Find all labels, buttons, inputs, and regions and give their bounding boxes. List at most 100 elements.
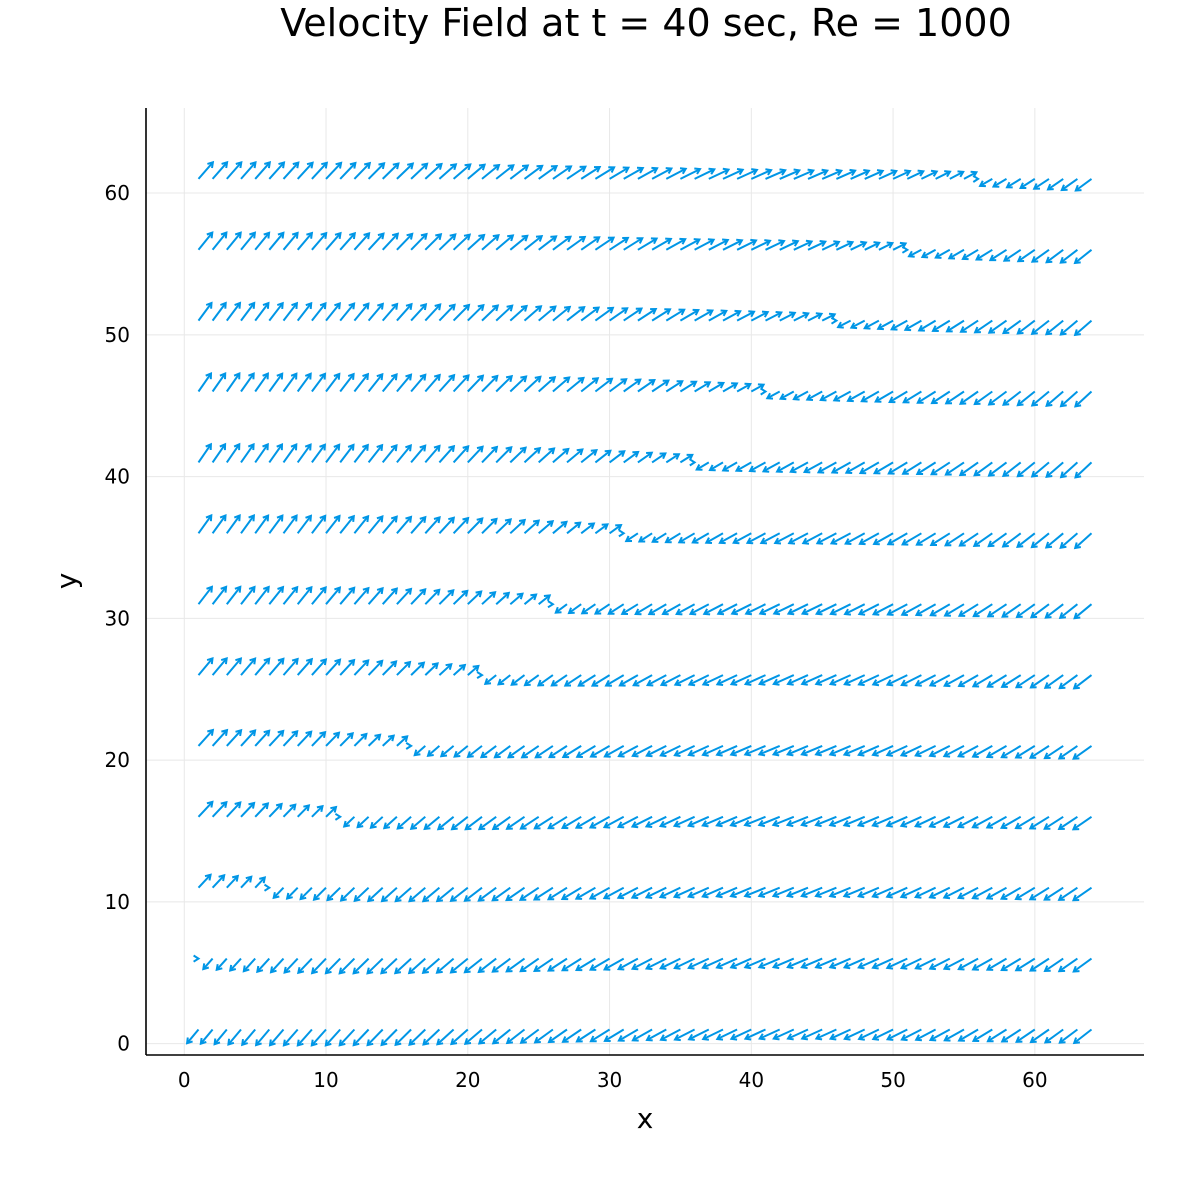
velocity-arrow	[745, 603, 766, 615]
velocity-arrow	[807, 169, 828, 180]
velocity-arrowhead	[207, 728, 215, 736]
velocity-arrow	[311, 373, 326, 393]
velocity-arrowhead	[449, 1038, 458, 1046]
velocity-arrowhead	[1059, 256, 1067, 264]
velocity-arrow	[773, 744, 795, 756]
velocity-arrowhead	[829, 608, 837, 616]
velocity-arrowhead	[836, 321, 844, 329]
velocity-arrow	[688, 957, 710, 969]
velocity-arrowhead	[535, 305, 543, 313]
velocity-arrowhead	[1058, 612, 1067, 620]
velocity-arrowhead	[1071, 823, 1080, 831]
velocity-arrowhead	[621, 307, 629, 314]
velocity-arrow	[296, 444, 312, 463]
velocity-arrow	[1033, 178, 1050, 190]
velocity-arrowhead	[942, 963, 951, 971]
velocity-arrow	[759, 603, 781, 615]
velocity-arrow	[452, 445, 469, 464]
velocity-arrowhead	[1014, 893, 1022, 901]
velocity-arrow	[708, 310, 727, 322]
velocity-arrowhead	[987, 469, 995, 477]
velocity-arrow	[608, 603, 625, 615]
velocity-arrowhead	[928, 750, 936, 758]
velocity-arrowhead	[263, 657, 271, 665]
velocity-arrowhead	[761, 465, 770, 473]
velocity-arrow	[590, 957, 611, 971]
velocity-arrow	[921, 248, 937, 258]
velocity-arrowhead	[436, 1038, 444, 1046]
velocity-arrowhead	[860, 395, 868, 403]
velocity-arrow	[888, 461, 908, 475]
velocity-arrowhead	[453, 750, 461, 758]
velocity-arrowhead	[362, 586, 370, 594]
velocity-arrowhead	[213, 1038, 221, 1046]
velocity-arrow	[467, 665, 480, 676]
velocity-arrow	[802, 603, 823, 615]
velocity-arrow	[887, 1028, 908, 1041]
velocity-arrowhead	[492, 304, 500, 312]
velocity-arrow	[745, 674, 766, 686]
velocity-arrow	[547, 886, 568, 901]
velocity-arrow	[509, 446, 527, 464]
velocity-arrowhead	[930, 397, 938, 405]
velocity-arrowhead	[900, 679, 908, 687]
velocity-arrowhead	[858, 467, 867, 475]
velocity-arrow	[708, 168, 729, 180]
velocity-arrowhead	[958, 469, 967, 477]
velocity-arrowhead	[928, 1034, 937, 1042]
velocity-arrow	[197, 801, 214, 818]
velocity-arrow	[944, 603, 965, 617]
velocity-arrow	[325, 232, 342, 251]
velocity-arrow	[282, 232, 299, 251]
velocity-arrow	[651, 379, 669, 393]
velocity-arrowhead	[362, 372, 370, 380]
velocity-arrowhead	[491, 374, 499, 382]
velocity-arrowhead	[757, 678, 766, 686]
velocity-arrow	[422, 886, 441, 902]
velocity-arrow	[591, 674, 611, 687]
velocity-arrow	[254, 443, 269, 463]
velocity-arrow	[891, 319, 908, 331]
velocity-arrow	[979, 178, 993, 187]
velocity-arrowhead	[745, 537, 754, 545]
velocity-arrow	[311, 957, 327, 974]
velocity-arrow	[731, 603, 752, 615]
velocity-arrowhead	[814, 749, 822, 757]
velocity-arrow	[674, 674, 696, 686]
velocity-arrow	[211, 874, 225, 889]
velocity-arrow	[367, 303, 384, 322]
velocity-arrow	[660, 815, 681, 828]
velocity-arrowhead	[221, 160, 229, 169]
velocity-arrowhead	[277, 231, 285, 239]
velocity-arrowhead	[234, 801, 242, 809]
velocity-arrow	[609, 378, 627, 393]
velocity-arrowhead	[1073, 257, 1081, 265]
velocity-arrow	[651, 167, 672, 180]
velocity-arrowhead	[1073, 612, 1081, 620]
velocity-arrow	[694, 238, 715, 251]
velocity-arrow	[395, 886, 412, 902]
velocity-arrowhead	[249, 231, 257, 239]
velocity-arrowhead	[815, 312, 824, 320]
velocity-arrowhead	[661, 608, 669, 616]
velocity-arrowhead	[547, 964, 555, 972]
velocity-arrowhead	[1029, 1036, 1037, 1044]
velocity-arrowhead	[1046, 183, 1054, 191]
velocity-arrow	[326, 886, 341, 901]
velocity-arrowhead	[1043, 682, 1052, 689]
velocity-arrow	[779, 169, 800, 180]
velocity-arrow	[520, 815, 540, 830]
velocity-arrowhead	[589, 1035, 597, 1043]
velocity-arrowhead	[814, 1033, 823, 1041]
velocity-arrow	[226, 729, 242, 747]
velocity-arrow	[648, 603, 667, 615]
velocity-arrow	[766, 390, 781, 400]
velocity-arrowhead	[959, 326, 967, 333]
velocity-arrow	[835, 169, 856, 180]
velocity-arrowhead	[221, 728, 229, 736]
velocity-arrow	[1015, 745, 1036, 759]
velocity-arrow	[946, 319, 965, 333]
velocity-arrow	[660, 957, 681, 970]
velocity-arrow	[989, 248, 1008, 261]
velocity-arrow	[773, 886, 795, 897]
